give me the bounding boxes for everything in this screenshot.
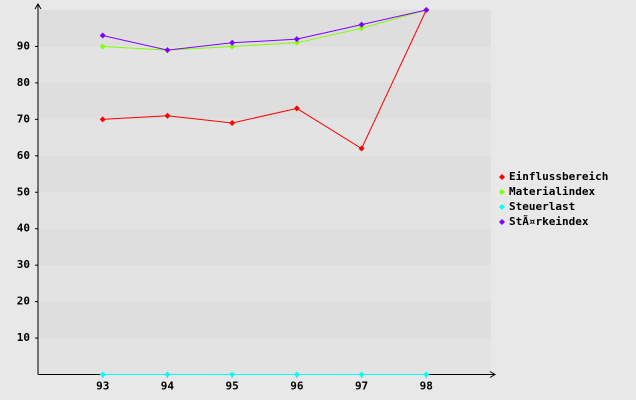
- series-line: [102, 9, 427, 150]
- x-tick-label: 94: [161, 380, 175, 393]
- grid-band: [38, 46, 491, 83]
- data-point: [164, 112, 171, 119]
- x-axis-arrow: [489, 371, 496, 378]
- data-point: [293, 39, 300, 46]
- y-tick-label: 40: [17, 222, 30, 235]
- grid-band: [38, 155, 491, 193]
- x-tick-label: 97: [355, 380, 368, 393]
- x-tick-label: 96: [290, 380, 304, 393]
- grid-band: [38, 338, 491, 375]
- grid-band: [38, 10, 491, 47]
- grid-band: [38, 192, 491, 229]
- data-point: [99, 32, 106, 39]
- legend-marker: [499, 189, 505, 195]
- data-point: [358, 145, 365, 152]
- x-tick-label: 93: [96, 380, 109, 393]
- series-line: [102, 9, 427, 51]
- data-point: [164, 47, 171, 54]
- x-tick-label: 95: [226, 380, 239, 393]
- data-point: [358, 21, 365, 28]
- legend-marker: [499, 174, 505, 180]
- data-point: [293, 105, 300, 112]
- grid-band: [38, 265, 491, 302]
- y-tick-label: 80: [17, 76, 30, 89]
- y-tick-label: 60: [17, 149, 30, 162]
- data-point: [99, 116, 106, 123]
- grid-band: [38, 301, 491, 339]
- data-point: [229, 119, 236, 126]
- y-tick-label: 30: [17, 258, 30, 271]
- series-line: [102, 9, 427, 51]
- data-point: [423, 371, 430, 378]
- grid-band: [38, 119, 491, 156]
- data-point: [229, 371, 236, 378]
- y-tick-label: 10: [17, 331, 30, 344]
- legend-marker: [499, 219, 505, 225]
- y-axis-arrow: [34, 3, 42, 10]
- grid-band: [38, 82, 491, 120]
- data-point: [293, 36, 300, 43]
- y-tick-label: 90: [17, 39, 30, 52]
- data-point: [164, 371, 171, 378]
- y-tick-label: 20: [17, 295, 30, 308]
- legend-label: Steuerlast: [509, 200, 575, 213]
- data-point: [423, 7, 430, 13]
- data-point: [358, 371, 365, 378]
- y-tick-label: 50: [17, 185, 30, 198]
- legend-label: Materialindex: [509, 185, 595, 198]
- data-point: [358, 25, 365, 32]
- data-point: [229, 39, 236, 46]
- data-point: [99, 43, 106, 50]
- legend-label: StÃ¤rkeindex: [509, 215, 589, 228]
- grid-band: [38, 228, 491, 266]
- data-point: [293, 371, 300, 378]
- legend-label: Einflussbereich: [509, 170, 608, 183]
- data-point: [229, 43, 236, 50]
- x-tick-label: 98: [420, 380, 433, 393]
- data-point: [99, 371, 106, 378]
- legend-marker: [499, 204, 505, 210]
- y-tick-label: 70: [17, 112, 30, 125]
